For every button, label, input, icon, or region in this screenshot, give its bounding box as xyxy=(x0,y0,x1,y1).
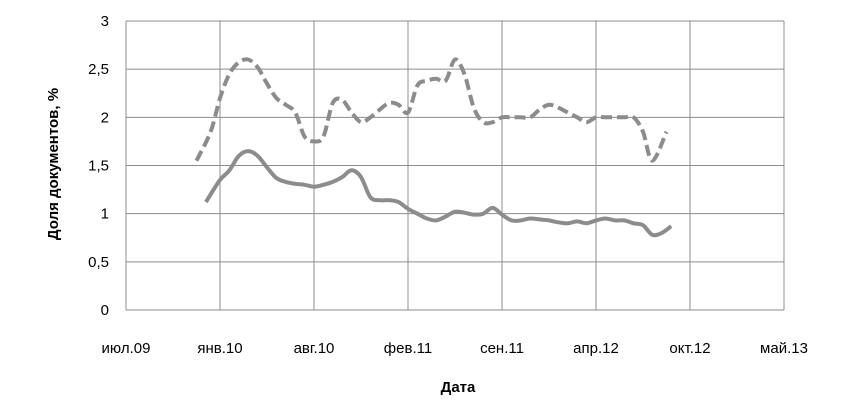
y-tick-label: 1 xyxy=(101,206,109,223)
x-tick-label: янв.10 xyxy=(197,340,242,357)
y-tick-label: 1,5 xyxy=(88,158,109,175)
y-tick-labels: 0 0,5 1 1,5 2 2,5 3 xyxy=(88,13,109,319)
x-axis-label: Дата xyxy=(441,379,476,396)
y-tick-label: 2 xyxy=(101,109,109,126)
series-dashed-line xyxy=(194,57,669,163)
x-tick-label: фев.11 xyxy=(384,340,432,357)
x-tick-label: окт.12 xyxy=(669,340,710,357)
y-tick-label: 0,5 xyxy=(88,254,109,271)
series-layer xyxy=(194,57,673,238)
y-tick-label: 0 xyxy=(101,302,109,319)
x-tick-label: апр.12 xyxy=(573,340,619,357)
x-tick-labels: июл.09 янв.10 авг.10 фев.11 сен.11 апр.12 окт.… xyxy=(102,340,808,357)
y-axis-label: Доля документов, % xyxy=(45,88,62,240)
x-tick-label: авг.10 xyxy=(294,340,335,357)
x-tick-label: июл.09 xyxy=(102,340,151,357)
y-tick-label: 2,5 xyxy=(88,61,109,78)
x-tick-label: май.13 xyxy=(760,340,808,357)
series-solid-line xyxy=(204,149,673,238)
y-tick-label: 3 xyxy=(101,13,109,30)
x-tick-label: сен.11 xyxy=(480,340,524,357)
horizontal-gridlines xyxy=(126,20,784,311)
